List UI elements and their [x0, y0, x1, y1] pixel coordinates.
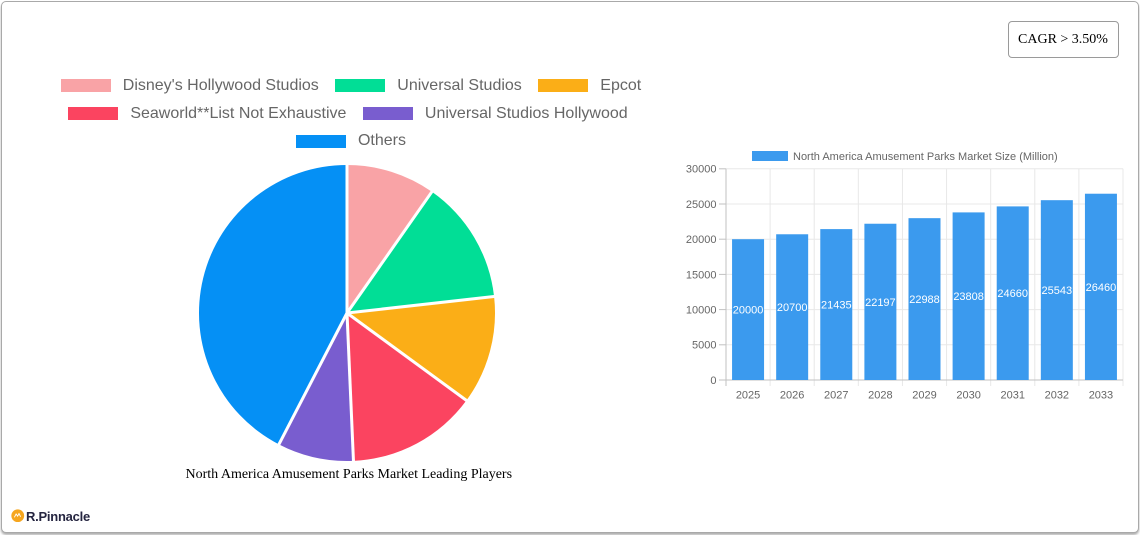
- svg-text:24660: 24660: [997, 288, 1028, 300]
- svg-text:2031: 2031: [1000, 390, 1024, 402]
- svg-text:10000: 10000: [686, 305, 717, 317]
- svg-text:23808: 23808: [953, 291, 984, 303]
- svg-text:2025: 2025: [736, 390, 760, 402]
- svg-text:21435: 21435: [821, 299, 852, 311]
- svg-text:26460: 26460: [1086, 282, 1117, 294]
- svg-text:22197: 22197: [865, 297, 896, 309]
- svg-text:2026: 2026: [780, 390, 804, 402]
- svg-text:2033: 2033: [1089, 390, 1113, 402]
- svg-text:2028: 2028: [868, 390, 892, 402]
- svg-text:5000: 5000: [692, 340, 716, 352]
- svg-text:30000: 30000: [686, 164, 717, 176]
- svg-text:25543: 25543: [1042, 285, 1073, 297]
- svg-text:2029: 2029: [912, 390, 936, 402]
- svg-text:20000: 20000: [686, 234, 717, 246]
- svg-text:0: 0: [710, 375, 716, 387]
- svg-text:North America Amusement Parks: North America Amusement Parks Market Siz…: [793, 151, 1058, 163]
- svg-text:2032: 2032: [1045, 390, 1069, 402]
- svg-text:22988: 22988: [909, 294, 940, 306]
- svg-text:20700: 20700: [777, 302, 808, 314]
- svg-text:25000: 25000: [686, 199, 717, 211]
- svg-text:2030: 2030: [956, 390, 980, 402]
- svg-text:2027: 2027: [824, 390, 848, 402]
- svg-text:15000: 15000: [686, 269, 717, 281]
- svg-text:20000: 20000: [733, 305, 764, 317]
